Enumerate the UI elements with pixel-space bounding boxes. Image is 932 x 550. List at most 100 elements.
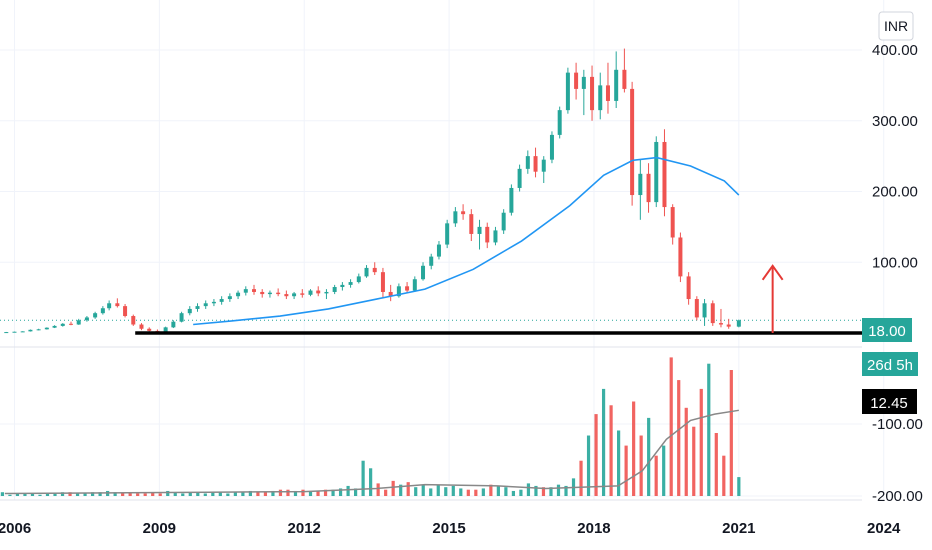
candle xyxy=(453,207,458,227)
candle xyxy=(195,303,200,312)
volume-bar xyxy=(677,380,681,496)
volume-bar xyxy=(90,492,95,496)
candle xyxy=(686,272,691,305)
candle xyxy=(84,316,89,322)
volume-bar xyxy=(421,484,425,496)
volume-bar xyxy=(406,482,410,496)
candle xyxy=(12,331,17,333)
candle xyxy=(308,289,313,297)
candle-body xyxy=(726,324,731,327)
grid-lines xyxy=(0,0,885,501)
arrow-head xyxy=(761,264,784,281)
candle-body xyxy=(300,293,305,295)
candle xyxy=(211,299,216,307)
candle-body xyxy=(28,329,33,332)
candle xyxy=(187,306,192,316)
candle-body xyxy=(605,85,610,101)
candle xyxy=(44,327,49,330)
candle-body xyxy=(356,276,361,283)
candle-body xyxy=(308,290,313,295)
volume-bar xyxy=(158,493,162,496)
candle xyxy=(557,106,562,139)
volume-bar xyxy=(218,492,222,496)
moving-average-line xyxy=(193,156,740,326)
candle-body xyxy=(533,156,538,172)
volume-bars xyxy=(0,357,741,496)
candle-body xyxy=(702,303,707,318)
volume-bar xyxy=(188,492,192,496)
volume-bar xyxy=(451,485,455,496)
candle-body xyxy=(598,85,603,111)
volume-bar xyxy=(271,490,275,496)
candle-body xyxy=(227,296,232,300)
volume-bar xyxy=(647,417,651,496)
candle-body xyxy=(630,88,635,196)
candle xyxy=(702,299,707,326)
candle xyxy=(203,300,208,309)
candle xyxy=(533,147,538,178)
volume-bar xyxy=(323,489,328,496)
candle xyxy=(622,48,627,93)
candle-body xyxy=(163,327,168,332)
volume-bar xyxy=(0,492,5,496)
volume-bar xyxy=(346,485,350,496)
volume-bar xyxy=(556,484,561,496)
volume-bar xyxy=(143,493,147,496)
candle xyxy=(517,164,522,192)
candle xyxy=(292,291,297,300)
volume-bar xyxy=(564,485,568,496)
volume-bar xyxy=(391,480,395,496)
candle xyxy=(107,300,112,311)
candle-body xyxy=(267,292,272,295)
candle-body xyxy=(292,293,297,297)
volume-bar xyxy=(196,492,200,496)
candle-body xyxy=(678,237,683,277)
candle xyxy=(736,319,741,328)
candle-body xyxy=(340,284,345,288)
volume-bar xyxy=(353,488,358,496)
candle xyxy=(501,209,506,234)
volume-bar xyxy=(376,483,380,496)
candle-body xyxy=(332,287,337,292)
volume-bar xyxy=(293,490,298,496)
volume-bar xyxy=(624,445,628,496)
price-axis: 400.00 300.00 200.00 100.00 -100.00 -200.00 xyxy=(872,42,923,505)
volume-tick-label: -100.00 xyxy=(872,416,923,433)
volume-bar xyxy=(526,483,531,496)
volume-bar xyxy=(316,490,320,496)
candle xyxy=(340,282,345,291)
candle xyxy=(316,286,321,297)
candle xyxy=(171,320,176,329)
time-tick-label: 2012 xyxy=(288,520,321,537)
candle-body xyxy=(736,320,741,327)
volume-value-text: 12.45 xyxy=(870,395,908,412)
volume-bar xyxy=(226,493,230,496)
volume-bar xyxy=(256,492,260,496)
candle-body xyxy=(429,256,434,266)
candle xyxy=(646,163,651,213)
candle-body xyxy=(364,267,369,277)
candle-body xyxy=(195,306,200,309)
candle-body xyxy=(171,321,176,328)
candle-body xyxy=(509,187,514,213)
candle xyxy=(4,331,9,334)
candle-body xyxy=(252,289,257,292)
volume-bar xyxy=(53,493,57,496)
candle xyxy=(300,289,305,298)
volume-bar xyxy=(98,492,102,496)
currency-button[interactable]: INR xyxy=(878,11,914,41)
candle xyxy=(60,323,65,327)
candle xyxy=(76,318,81,325)
volume-bar xyxy=(301,489,305,496)
volume-bar xyxy=(511,490,516,496)
candle xyxy=(598,72,603,120)
volume-bar xyxy=(639,435,643,496)
candle-body xyxy=(236,292,241,297)
candle xyxy=(36,328,41,331)
candle-body xyxy=(203,303,208,307)
volume-bar xyxy=(474,489,478,496)
volume-value-badge: 12.45 xyxy=(862,389,917,414)
candle xyxy=(236,290,241,300)
candle-body xyxy=(686,276,691,300)
